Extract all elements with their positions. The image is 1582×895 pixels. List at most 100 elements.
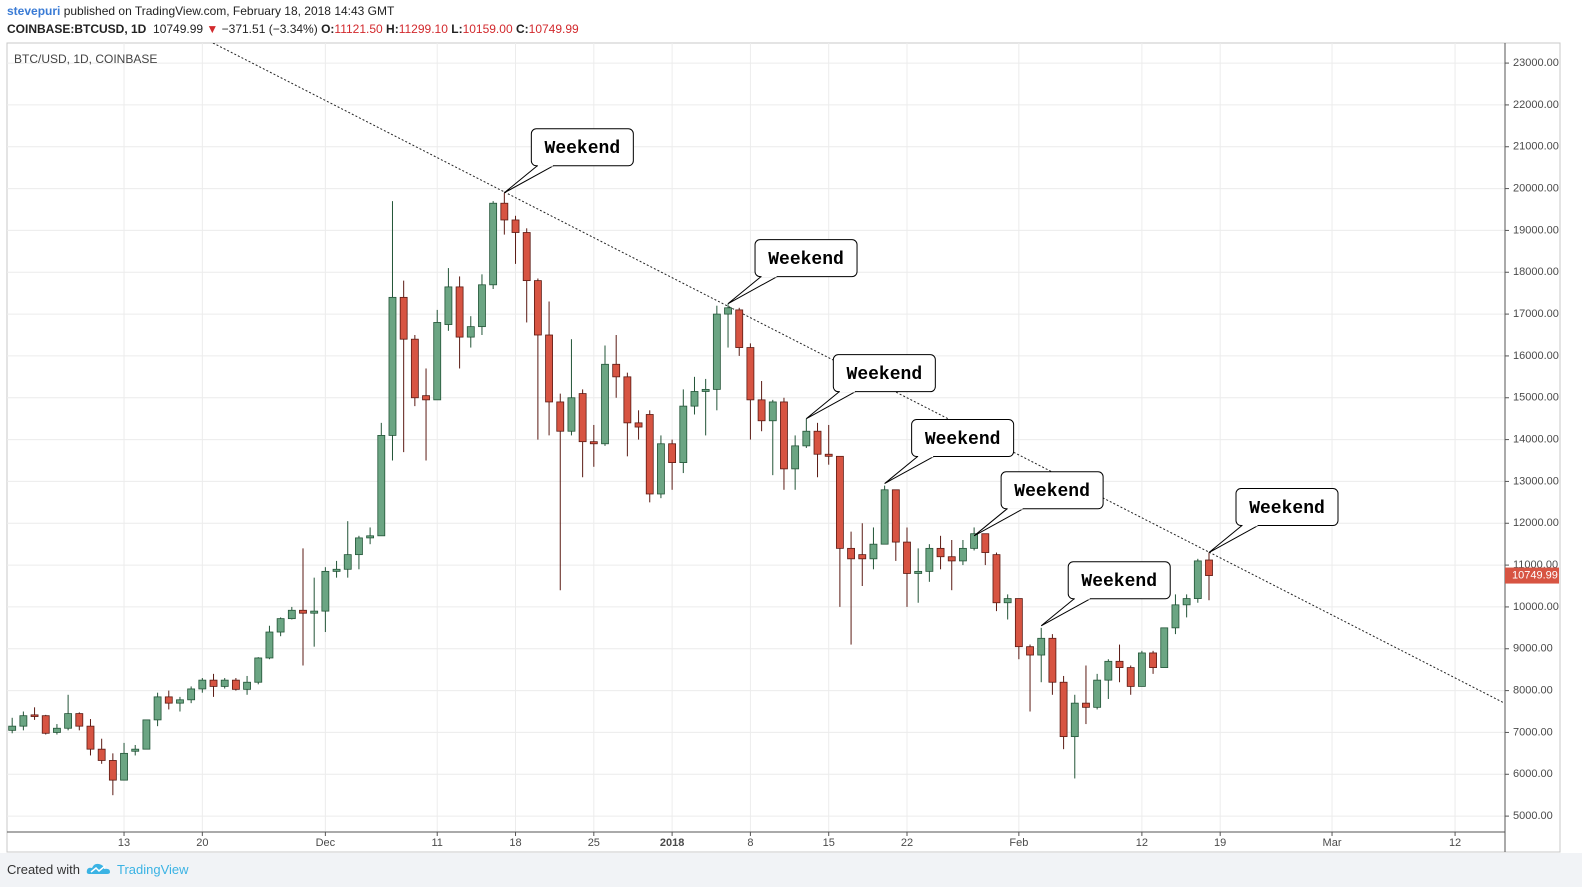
author[interactable]: stevepuri [7, 4, 61, 18]
candle-body [1182, 598, 1191, 606]
change-arrow: ▼ [206, 22, 219, 36]
candle-body [64, 713, 73, 729]
x-tick-label: 12 [1449, 837, 1461, 849]
x-tick-label: 19 [1214, 837, 1226, 849]
callout-box [1235, 488, 1339, 527]
candle-body [8, 725, 17, 731]
x-tick-label: Mar [1323, 837, 1342, 849]
candle-body [500, 202, 509, 221]
x-tick-label: 11 [432, 837, 443, 849]
annotation-text: Weekend [545, 139, 621, 159]
candle-body [746, 347, 755, 401]
trendline-extension [1208, 551, 1505, 704]
x-tick-label: 18 [509, 837, 521, 849]
y-tick-label: 10000.00 [1513, 601, 1559, 613]
candle-body [478, 284, 486, 328]
x-tick-label: 22 [901, 837, 913, 849]
candle-body [388, 296, 397, 436]
candle-body [645, 414, 654, 495]
candle-body [399, 296, 408, 340]
candle-body [1104, 660, 1113, 681]
candle-body [936, 547, 945, 558]
callout-box [1067, 561, 1171, 600]
candle-body [19, 715, 28, 727]
candle-body [86, 725, 95, 750]
candle-body [265, 631, 274, 659]
candle-body [791, 445, 800, 470]
callout-box [911, 419, 1015, 458]
candle-body [75, 713, 84, 727]
candle-body [343, 554, 352, 570]
candle-body [231, 679, 240, 690]
candle-body [153, 696, 162, 721]
y-tick-label: 7000.00 [1513, 726, 1553, 738]
annotations: Weekend Weekend Weekend Weekend Weekend Weeke… [504, 128, 1339, 627]
candle-body [847, 547, 855, 560]
ohlc-label: L: [451, 22, 463, 36]
candle-body [243, 681, 251, 690]
candle-body [690, 391, 699, 407]
candle-body [768, 401, 777, 422]
x-tick-label: 13 [118, 837, 130, 849]
chart: 5000.00 6000.00 7000.00 8000.00 9000.00 10000… [6, 42, 1561, 853]
candle-body [981, 533, 990, 553]
candle-body [925, 547, 934, 572]
candle-body [355, 537, 363, 556]
y-tick-label: 8000.00 [1513, 685, 1553, 697]
y-tick-label: 23000.00 [1513, 57, 1559, 69]
candle-body [858, 554, 867, 560]
candle-body [992, 554, 1001, 604]
candle-body [601, 363, 609, 445]
last-price: 10749.99 [153, 22, 204, 36]
candle-body [142, 719, 151, 750]
callout-box [754, 239, 858, 278]
y-tick-label: 13000.00 [1513, 475, 1559, 487]
candle-body [724, 307, 732, 315]
candle-body [1205, 559, 1213, 576]
annotation-text: Weekend [847, 365, 923, 385]
candle-body [947, 556, 956, 562]
ohlc-value: 10159.00 [462, 22, 513, 36]
candle-body [410, 338, 419, 399]
candle-body [176, 699, 184, 704]
y-tick-label: 15000.00 [1513, 392, 1559, 404]
candle-body [880, 489, 889, 545]
candle-body [1126, 667, 1135, 687]
trendline-extension [212, 43, 505, 193]
candle-body [869, 543, 878, 560]
y-tick-label: 17000.00 [1513, 308, 1559, 320]
annotation-text: Weekend [768, 250, 844, 270]
candle-body [970, 533, 979, 549]
candle-body [53, 727, 61, 733]
candle-body [1137, 652, 1146, 687]
candle-body [198, 679, 207, 690]
tradingview-logo [86, 863, 110, 874]
candle-body [657, 443, 665, 495]
candle-body [668, 443, 677, 464]
candle-body [489, 202, 498, 286]
candle-body [545, 334, 553, 403]
candle-body [433, 322, 442, 401]
candle-body [891, 489, 900, 543]
x-tick-label: 20 [196, 837, 208, 849]
candle-body [120, 752, 128, 781]
footer-brand[interactable]: TradingView [117, 862, 189, 877]
candle-body [533, 280, 542, 336]
candle-body [959, 547, 967, 562]
candle-body [30, 714, 39, 717]
candle-body [1070, 702, 1079, 738]
y-tick-label: 21000.00 [1513, 141, 1559, 153]
y-tick-label: 20000.00 [1513, 182, 1559, 194]
candle-body [735, 309, 744, 348]
ohlc-label: H: [386, 22, 399, 36]
candle-body [578, 393, 587, 443]
annotation-text: Weekend [925, 430, 1001, 450]
candle-body [299, 609, 307, 614]
candle-body [623, 376, 632, 424]
candle-body [701, 388, 710, 392]
y-tick-label: 5000.00 [1513, 810, 1553, 822]
candle-body [712, 313, 721, 390]
callout-box [1000, 471, 1104, 510]
candle-body [824, 453, 833, 457]
annotation-text: Weekend [1249, 499, 1325, 519]
